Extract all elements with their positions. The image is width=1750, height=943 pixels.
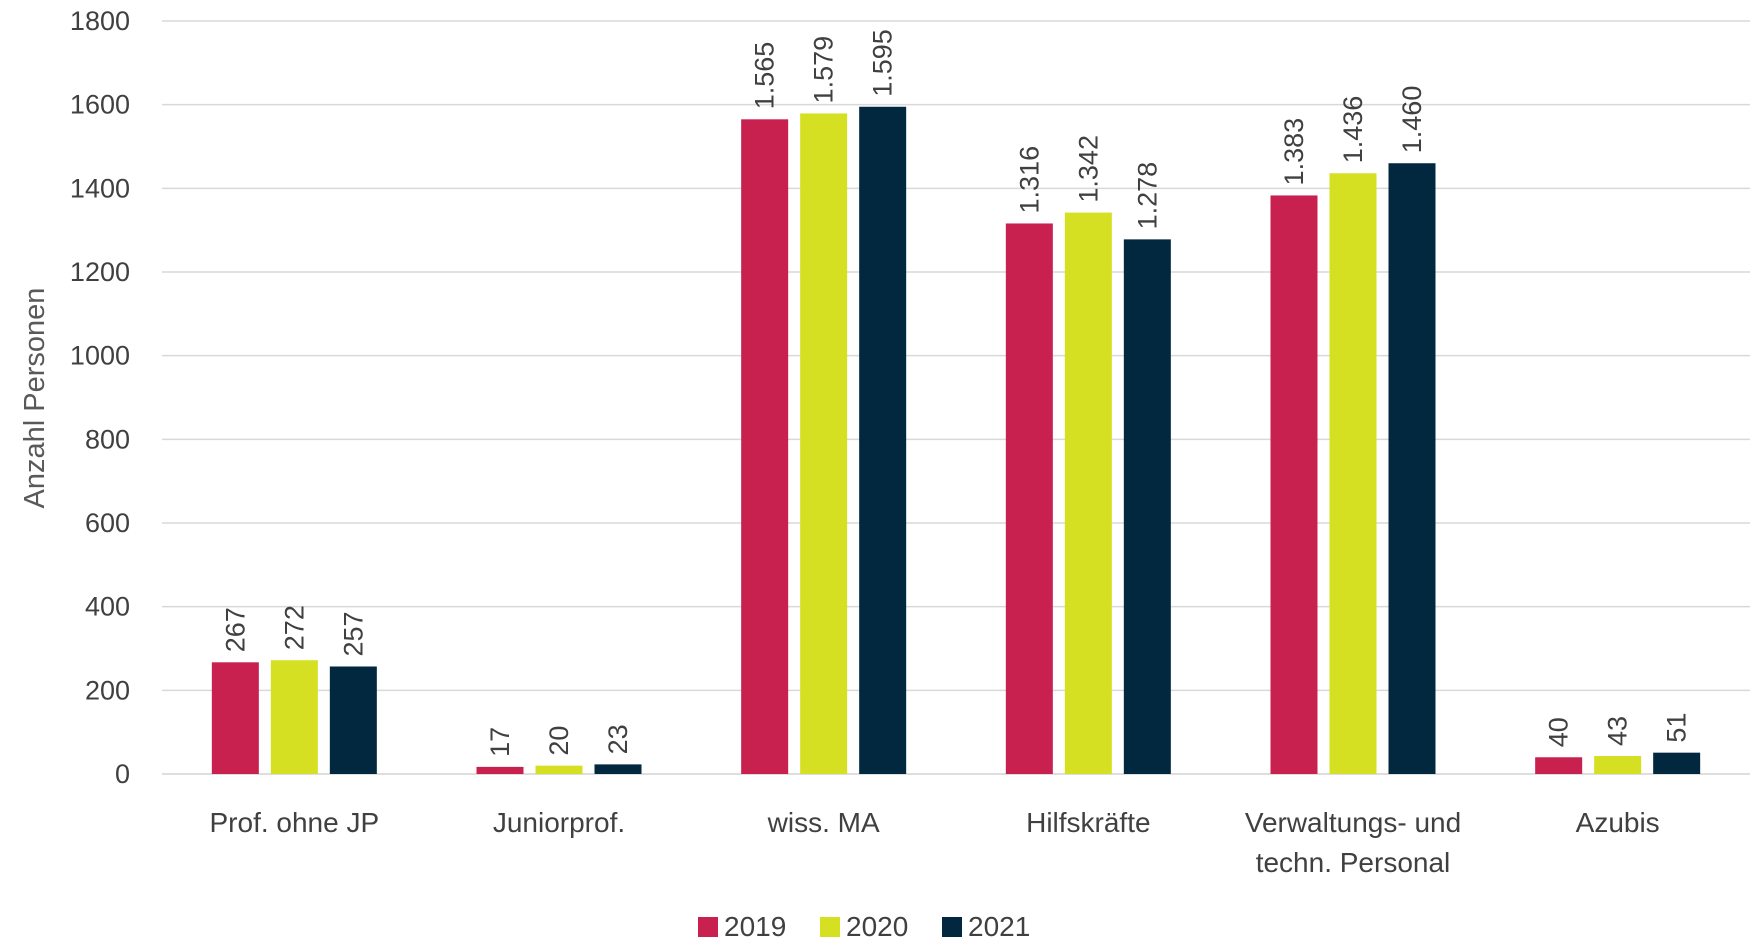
y-tick-label: 600 xyxy=(85,508,130,538)
bar-2019 xyxy=(1270,195,1318,774)
data-label: 1.565 xyxy=(750,42,780,110)
data-label: 1.595 xyxy=(868,29,898,97)
y-tick-label: 1600 xyxy=(70,90,130,120)
bar-2020 xyxy=(1329,173,1377,775)
bar-2020 xyxy=(270,660,318,774)
legend-label: 2021 xyxy=(968,911,1030,942)
data-label: 272 xyxy=(279,605,309,650)
x-category-label: wiss. MA xyxy=(767,807,880,838)
bar-2021 xyxy=(859,106,907,775)
y-tick-label: 200 xyxy=(85,675,130,705)
x-category-label: Prof. ohne JP xyxy=(210,807,380,838)
bar-2019 xyxy=(211,662,259,774)
bars xyxy=(211,106,1701,775)
data-label: 1.579 xyxy=(809,36,839,104)
y-tick-label: 800 xyxy=(85,424,130,454)
bar-2021 xyxy=(329,666,377,774)
data-label: 23 xyxy=(603,724,633,754)
y-tick-label: 400 xyxy=(85,592,130,622)
data-label: 267 xyxy=(220,607,250,652)
bar-2020 xyxy=(800,113,848,775)
bar-2020 xyxy=(535,765,583,774)
x-category-label: Verwaltungs- und xyxy=(1245,807,1461,838)
x-category-label: Hilfskräfte xyxy=(1026,807,1150,838)
y-tick-label: 1000 xyxy=(70,341,130,371)
gridlines xyxy=(162,20,1750,775)
data-label: 20 xyxy=(544,726,574,756)
bar-2020 xyxy=(1064,212,1112,774)
data-label: 1.316 xyxy=(1014,146,1044,214)
bar-2021 xyxy=(1123,239,1171,774)
data-labels: 267 272 257 17 20 23 1.565 1.579 1.595 1.316 1.342… xyxy=(220,29,1691,757)
x-category-label: Azubis xyxy=(1576,807,1660,838)
bar-2019 xyxy=(1535,757,1583,774)
legend: 2019 2020 2021 xyxy=(698,911,1030,942)
bar-2019 xyxy=(476,766,524,774)
data-label: 40 xyxy=(1544,717,1574,747)
legend-label: 2019 xyxy=(724,911,786,942)
bar-2021 xyxy=(1653,752,1701,774)
bar-2021 xyxy=(1388,163,1436,774)
data-label: 1.383 xyxy=(1279,118,1309,186)
data-label: 257 xyxy=(338,611,368,656)
data-label: 1.342 xyxy=(1073,135,1103,203)
bar-2019 xyxy=(741,119,789,774)
data-label: 51 xyxy=(1662,713,1692,743)
x-category-label: techn. Personal xyxy=(1256,847,1451,878)
y-axis-label: Anzahl Personen xyxy=(19,288,51,509)
y-tick-label: 1800 xyxy=(70,6,130,36)
x-axis-categories: Prof. ohne JP Juniorprof. wiss. MA Hilfskrä… xyxy=(210,807,1660,878)
y-axis-ticks: 0 200 400 600 800 1000 1200 1400 1600 1800 xyxy=(70,6,130,789)
bar-2019 xyxy=(1005,223,1053,774)
legend-swatch-2021 xyxy=(942,917,962,937)
data-label: 1.436 xyxy=(1338,96,1368,164)
y-tick-label: 0 xyxy=(115,759,130,789)
data-label: 1.460 xyxy=(1397,86,1427,154)
legend-label: 2020 xyxy=(846,911,908,942)
x-category-label: Juniorprof. xyxy=(493,807,625,838)
data-label: 17 xyxy=(485,727,515,757)
y-tick-label: 1200 xyxy=(70,257,130,287)
data-label: 43 xyxy=(1603,716,1633,746)
y-tick-label: 1400 xyxy=(70,173,130,203)
legend-swatch-2020 xyxy=(820,917,840,937)
bar-2020 xyxy=(1594,756,1642,774)
legend-swatch-2019 xyxy=(698,917,718,937)
data-label: 1.278 xyxy=(1132,162,1162,230)
bar-2021 xyxy=(594,764,642,774)
